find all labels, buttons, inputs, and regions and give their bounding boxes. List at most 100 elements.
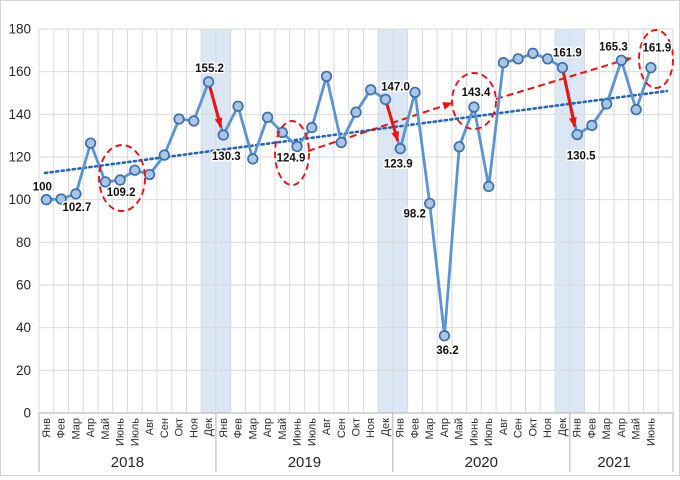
drop-arrows	[207, 67, 577, 142]
month-tick-label: Янв	[218, 418, 230, 438]
month-tick-label: Фев	[233, 418, 245, 438]
year-label: 2019	[288, 454, 321, 471]
x-axis: Янв Фев Мар Апр Май Июнь Июль Авг Сен Окт Ноя Дек20…	[38, 413, 674, 472]
data-point	[601, 98, 613, 110]
y-tick-label: 20	[16, 363, 31, 378]
month-tick-label: Ноя	[542, 418, 554, 438]
red-ellipse-annotations	[98, 29, 674, 212]
data-point	[556, 61, 569, 74]
month-tick-label: Сен	[513, 418, 525, 438]
drop-arrow	[207, 81, 223, 128]
month-tick-label: Май	[454, 418, 466, 440]
month-tick-label: Авг	[321, 418, 333, 435]
data-point	[497, 57, 510, 69]
month-tick-label: Мар	[424, 418, 436, 440]
data-label: 165.3	[599, 41, 628, 53]
red-ellipse-annotation	[451, 72, 497, 130]
red-ellipse-annotation	[638, 29, 674, 89]
data-point	[571, 128, 583, 141]
y-axis: 180 160 140 120 100 80 60 40 20 0	[8, 22, 31, 421]
y-tick-label: 60	[16, 278, 31, 293]
data-label: 147.0	[381, 81, 410, 93]
data-labels: 100 102.7 109.2 155.2 130.3 124.9 147.0 123.9 98…	[31, 40, 672, 358]
data-point	[468, 101, 480, 113]
month-tick-label: Сен	[159, 418, 171, 438]
month-tick-label: Окт	[351, 418, 363, 437]
data-point	[173, 113, 185, 125]
data-point	[40, 194, 53, 206]
y-tick-label: 140	[8, 107, 31, 122]
y-tick-label: 180	[8, 22, 31, 37]
drop-arrow	[560, 67, 577, 128]
data-label: 161.9	[642, 43, 671, 55]
y-tick-label: 0	[23, 406, 31, 421]
month-tick-label: Фев	[409, 418, 421, 438]
data-point	[232, 100, 244, 112]
month-tick-label: Ноя	[188, 418, 200, 438]
month-tick-label: Июнь	[645, 418, 657, 446]
month-tick-label: Июнь	[115, 418, 127, 446]
data-point	[202, 76, 215, 88]
month-tick-label: Окт	[527, 418, 539, 437]
data-point	[55, 193, 67, 205]
month-tick-label: Дек	[203, 418, 215, 437]
month-tick-label: Июль	[483, 418, 495, 446]
month-tick-label: Фев	[56, 418, 68, 438]
month-tick-label: Янв	[572, 418, 584, 438]
month-tick-label: Авг	[498, 418, 510, 435]
data-point	[158, 149, 170, 161]
month-tick-label: Июль	[129, 418, 141, 446]
month-tick-label: Янв	[41, 418, 53, 438]
month-tick-label: Сен	[336, 418, 348, 438]
data-label: 109.2	[107, 187, 136, 199]
data-point	[99, 176, 111, 188]
red-dashed-arrow	[307, 102, 453, 152]
gridlines	[38, 28, 674, 414]
year-label: 2018	[111, 454, 144, 471]
data-point	[453, 141, 465, 153]
month-tick-label: Авг	[144, 418, 156, 435]
data-label: 155.2	[195, 63, 224, 75]
data-point	[645, 61, 657, 74]
month-tick-label: Май	[631, 418, 643, 440]
y-tick-label: 100	[8, 192, 31, 207]
y-tick-label: 160	[8, 64, 31, 79]
data-point	[438, 330, 451, 342]
data-label: 98.2	[404, 209, 426, 221]
data-point	[365, 84, 377, 96]
month-tick-label: Мар	[601, 418, 613, 440]
month-tick-label: Мар	[70, 418, 82, 440]
red-ellipse-annotation	[98, 144, 146, 212]
month-tick-label: Апр	[85, 418, 97, 437]
month-tick-label: Апр	[439, 418, 451, 437]
month-tick-label: Ноя	[365, 418, 377, 438]
data-label: 102.7	[62, 202, 91, 214]
month-tick-label: Июнь	[292, 418, 304, 446]
month-tick-label: Фев	[586, 418, 598, 438]
data-label: 123.9	[384, 159, 413, 171]
y-tick-label: 40	[16, 320, 31, 335]
data-point	[586, 119, 598, 132]
month-tick-label: Апр	[616, 418, 628, 437]
data-label: 124.9	[277, 153, 306, 165]
data-point	[84, 137, 97, 149]
data-label: 36.2	[436, 345, 458, 357]
data-point	[630, 103, 642, 116]
data-label: 130.3	[212, 151, 241, 163]
data-label: 130.5	[567, 151, 596, 163]
data-point	[143, 168, 156, 181]
month-tick-label: Май	[277, 418, 289, 440]
trend-line-dotted	[43, 89, 669, 175]
month-tick-label: Мар	[247, 418, 259, 440]
red-ellipse-annotation	[274, 120, 310, 186]
data-point	[188, 115, 200, 127]
data-point	[615, 54, 628, 67]
data-label: 161.9	[553, 48, 582, 60]
data-point	[483, 180, 495, 193]
data-point	[114, 174, 126, 186]
data-label: 143.4	[462, 87, 491, 99]
data-point	[306, 121, 318, 134]
drop-arrow	[384, 98, 400, 142]
year-label: 2020	[465, 454, 498, 471]
